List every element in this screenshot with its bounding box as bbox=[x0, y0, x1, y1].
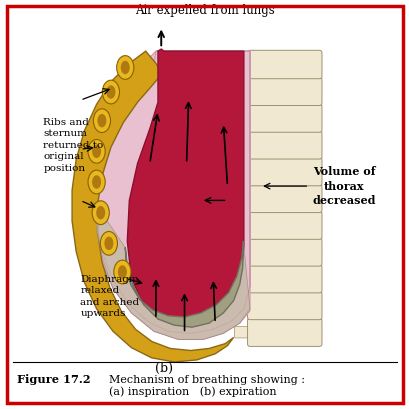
FancyBboxPatch shape bbox=[234, 246, 253, 258]
Polygon shape bbox=[94, 202, 249, 339]
Ellipse shape bbox=[93, 109, 110, 133]
FancyBboxPatch shape bbox=[234, 59, 253, 70]
Ellipse shape bbox=[106, 85, 115, 99]
FancyBboxPatch shape bbox=[247, 77, 321, 106]
Ellipse shape bbox=[88, 139, 105, 163]
Ellipse shape bbox=[92, 145, 101, 158]
FancyBboxPatch shape bbox=[247, 184, 321, 213]
FancyBboxPatch shape bbox=[247, 130, 321, 159]
Polygon shape bbox=[88, 51, 249, 339]
Ellipse shape bbox=[114, 260, 130, 284]
Text: Ribs and
sternum
returned to
original
position: Ribs and sternum returned to original po… bbox=[43, 118, 103, 173]
Ellipse shape bbox=[102, 80, 119, 104]
Polygon shape bbox=[72, 51, 233, 362]
Text: Mechanism of breathing showing :: Mechanism of breathing showing : bbox=[109, 375, 304, 384]
Polygon shape bbox=[127, 49, 243, 325]
Text: (a) inspiration   (b) expiration: (a) inspiration (b) expiration bbox=[109, 387, 276, 397]
Text: Air expelled from lungs: Air expelled from lungs bbox=[135, 4, 274, 17]
Text: (b): (b) bbox=[155, 362, 173, 375]
FancyBboxPatch shape bbox=[234, 273, 253, 284]
FancyBboxPatch shape bbox=[234, 85, 253, 97]
Ellipse shape bbox=[97, 114, 106, 128]
FancyBboxPatch shape bbox=[247, 157, 321, 186]
Ellipse shape bbox=[92, 175, 101, 189]
Ellipse shape bbox=[100, 231, 117, 255]
Text: Diaphragm
relaxed
and arched
upwards: Diaphragm relaxed and arched upwards bbox=[80, 275, 139, 318]
FancyBboxPatch shape bbox=[247, 265, 321, 293]
FancyBboxPatch shape bbox=[234, 300, 253, 311]
FancyBboxPatch shape bbox=[247, 211, 321, 239]
Text: Figure 17.2: Figure 17.2 bbox=[17, 374, 90, 385]
Ellipse shape bbox=[121, 61, 129, 74]
Ellipse shape bbox=[118, 265, 126, 279]
Text: Volume of
thorax
decreased: Volume of thorax decreased bbox=[312, 166, 375, 206]
Ellipse shape bbox=[92, 201, 109, 225]
FancyBboxPatch shape bbox=[234, 219, 253, 231]
FancyBboxPatch shape bbox=[247, 238, 321, 266]
Ellipse shape bbox=[88, 170, 105, 194]
FancyBboxPatch shape bbox=[234, 193, 253, 204]
FancyBboxPatch shape bbox=[234, 166, 253, 178]
FancyBboxPatch shape bbox=[247, 50, 321, 79]
Ellipse shape bbox=[104, 236, 113, 250]
FancyBboxPatch shape bbox=[234, 326, 253, 338]
Polygon shape bbox=[125, 241, 243, 327]
Ellipse shape bbox=[96, 206, 105, 219]
FancyBboxPatch shape bbox=[247, 318, 321, 346]
FancyBboxPatch shape bbox=[247, 104, 321, 132]
FancyBboxPatch shape bbox=[247, 291, 321, 320]
FancyBboxPatch shape bbox=[234, 139, 253, 151]
FancyBboxPatch shape bbox=[234, 112, 253, 124]
Ellipse shape bbox=[117, 56, 133, 79]
